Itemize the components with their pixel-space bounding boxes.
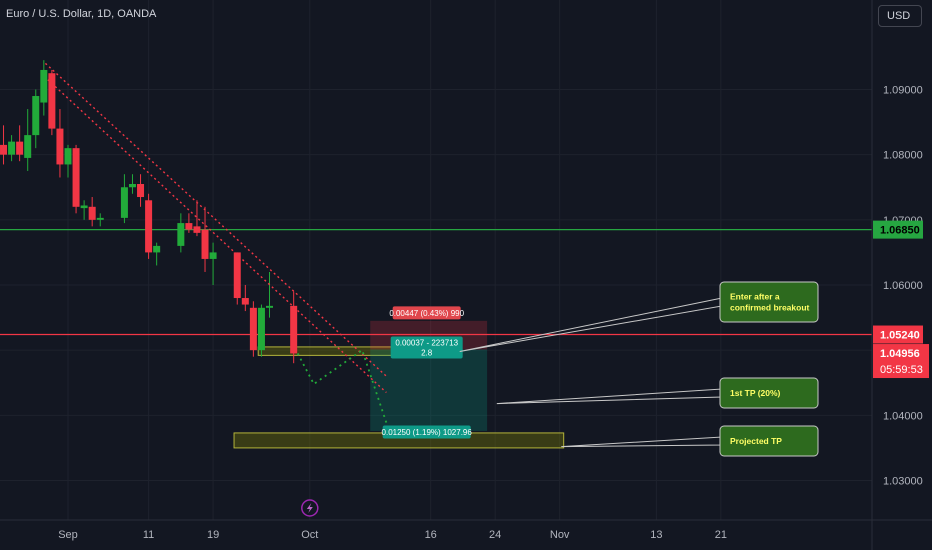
- candle-body: [48, 73, 56, 129]
- candle-body: [0, 144, 8, 155]
- candle-body: [177, 223, 185, 246]
- candle-body: [32, 96, 40, 136]
- entry-label-text: 0.00037 - 223713: [395, 339, 458, 348]
- entry-label-bg: [390, 336, 463, 359]
- time-tick-label: 21: [715, 529, 727, 541]
- time-tick-label: 13: [650, 529, 662, 541]
- time-tick-label: 16: [425, 529, 437, 541]
- current-price-tag-bg: [873, 344, 929, 379]
- time-tick-label: Sep: [58, 529, 78, 541]
- annotation-box: [719, 281, 819, 323]
- price-tick-label: 1.08000: [883, 150, 923, 162]
- candle-body: [16, 141, 24, 155]
- annotation-text: confirmed breakout: [730, 303, 810, 313]
- channel-line: [47, 79, 387, 394]
- candle-body: [8, 141, 16, 155]
- projected-path-line: [296, 348, 392, 436]
- target-label-text: 0.01250 (1.19%) 1027.96: [382, 428, 473, 437]
- candle-body: [233, 252, 241, 299]
- candles: [0, 60, 298, 364]
- candle-body: [193, 226, 201, 233]
- price-axis[interactable]: 1.090001.080001.070001.060001.050001.040…: [873, 85, 929, 488]
- take-profit-area: [370, 349, 488, 431]
- candle-body: [209, 252, 217, 259]
- level-tag-text: 1.05240: [880, 330, 920, 342]
- entry-label-text: 2.8: [421, 349, 433, 358]
- target-label-bg: [382, 425, 471, 439]
- candle-body: [145, 200, 153, 253]
- candle-body: [80, 205, 88, 209]
- candle-body: [257, 307, 265, 351]
- annotation-pointer: [496, 388, 723, 405]
- annotation-pointer: [561, 436, 723, 448]
- price-tick-label: 1.04000: [883, 410, 923, 422]
- candle-body: [64, 148, 72, 165]
- candle-body: [201, 229, 209, 259]
- annotation-text: Projected TP: [730, 436, 782, 446]
- time-tick-label: 19: [207, 529, 219, 541]
- time-tick-label: Nov: [550, 529, 570, 541]
- candle-body: [128, 183, 136, 188]
- candle-body: [241, 298, 249, 305]
- countdown-text: 05:59:53: [880, 364, 923, 376]
- time-tick-label: Oct: [301, 529, 318, 541]
- projected-path: [296, 348, 392, 436]
- candle-body: [290, 305, 298, 354]
- price-tick-label: 1.09000: [883, 85, 923, 97]
- annotation-box: [719, 377, 819, 409]
- candle-body: [40, 69, 48, 103]
- candle-body: [249, 307, 257, 351]
- candle-body: [88, 206, 96, 220]
- trend-channel: [44, 62, 387, 394]
- candle-body: [24, 135, 32, 158]
- level-tag-bg: [873, 220, 923, 239]
- candle-body: [120, 187, 128, 218]
- level-tag-bg: [873, 325, 923, 344]
- candle-body: [137, 183, 145, 198]
- time-tick-label: 24: [489, 529, 501, 541]
- annotation-text: 1st TP (20%): [730, 388, 781, 398]
- event-markers: [301, 499, 319, 517]
- candle-body: [266, 305, 273, 308]
- price-tick-label: 1.03000: [883, 476, 923, 488]
- candle-body: [185, 223, 193, 230]
- stop-label-text: 0.00447 (0.43%) 990: [389, 309, 464, 318]
- candle-body: [153, 245, 161, 253]
- annotation-pointer: [459, 297, 723, 352]
- time-tick-label: 11: [143, 529, 154, 541]
- current-price-text: 1.04956: [880, 348, 920, 360]
- price-tick-label: 1.06000: [883, 280, 923, 292]
- annotation-box: [719, 425, 819, 457]
- position-tool[interactable]: [370, 320, 488, 431]
- candle-body: [56, 128, 64, 165]
- channel-line: [44, 62, 387, 377]
- symbol-title: Euro / U.S. Dollar, 1D, OANDA: [6, 8, 157, 20]
- level-tag-text: 1.06850: [880, 225, 920, 237]
- candle-body: [72, 148, 80, 207]
- currency-selector[interactable]: USD: [878, 5, 922, 27]
- annotation-text: Enter after a: [730, 292, 780, 302]
- candle-body: [96, 217, 104, 220]
- stop-label-bg: [392, 306, 461, 320]
- lightning-glyph: [306, 503, 313, 513]
